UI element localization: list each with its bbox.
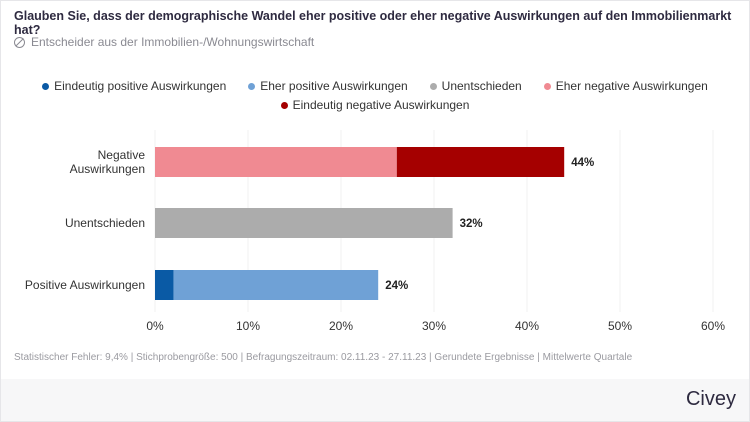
legend-label: Eher positive Auswirkungen: [260, 79, 408, 93]
legend-label: Eindeutig positive Auswirkungen: [54, 79, 227, 93]
data-label: 24%: [385, 280, 408, 292]
legend-item[interactable]: Eher negative Auswirkungen: [543, 77, 708, 96]
bar-segment: [173, 270, 379, 300]
legend-label: Eher negative Auswirkungen: [555, 79, 708, 93]
civey-logo: Civey: [685, 388, 736, 410]
x-tick-label: 0%: [146, 319, 164, 333]
x-tick-label: 40%: [515, 319, 539, 333]
target-group-icon: [14, 36, 25, 48]
legend-label: Unentschieden: [441, 79, 522, 93]
bar-segment: [155, 147, 397, 177]
data-label: 44%: [571, 157, 594, 169]
legend: Eindeutig positive Auswirkungen Eher posi…: [0, 77, 750, 115]
legend-label: Eindeutig negative Auswirkungen: [292, 98, 470, 112]
x-tick-label: 30%: [422, 319, 446, 333]
footer-band: [1, 379, 749, 421]
subtitle-text: Entscheider aus der Immobilien-/Wohnungs…: [31, 35, 315, 49]
bar-segment: [155, 208, 453, 238]
subtitle: Entscheider aus der Immobilien-/Wohnungs…: [14, 35, 314, 49]
y-category-label: Negative: [98, 148, 146, 162]
x-tick-label: 60%: [701, 319, 725, 333]
footer-note: Statistischer Fehler: 9,4% | Stichproben…: [14, 352, 633, 363]
bar-segment: [396, 147, 565, 177]
data-label: 32%: [460, 218, 483, 230]
legend-swatch: [42, 83, 50, 90]
bar-chart: 0% 10% 20% 30% 40% 50% 60% 44% NegativeAuswirkun…: [25, 130, 725, 333]
legend-swatch: [429, 83, 437, 90]
x-tick-label: 20%: [329, 319, 353, 333]
legend-item[interactable]: Unentschieden: [429, 77, 522, 96]
y-category-label: Unentschieden: [65, 216, 145, 230]
legend-item[interactable]: Eher positive Auswirkungen: [248, 77, 408, 96]
legend-item[interactable]: Eindeutig negative Auswirkungen: [280, 96, 470, 115]
x-tick-label: 10%: [236, 319, 260, 333]
y-category-label: Auswirkungen: [70, 162, 145, 176]
y-category-label: Positive Auswirkungen: [25, 278, 145, 292]
legend-swatch: [280, 102, 288, 109]
bar-segment: [155, 270, 174, 300]
legend-item[interactable]: Eindeutig positive Auswirkungen: [42, 77, 226, 96]
chart-title: Glauben Sie, dass der demographische Wan…: [14, 9, 732, 37]
legend-swatch: [248, 83, 256, 90]
legend-swatch: [543, 83, 551, 90]
x-tick-label: 50%: [608, 319, 632, 333]
